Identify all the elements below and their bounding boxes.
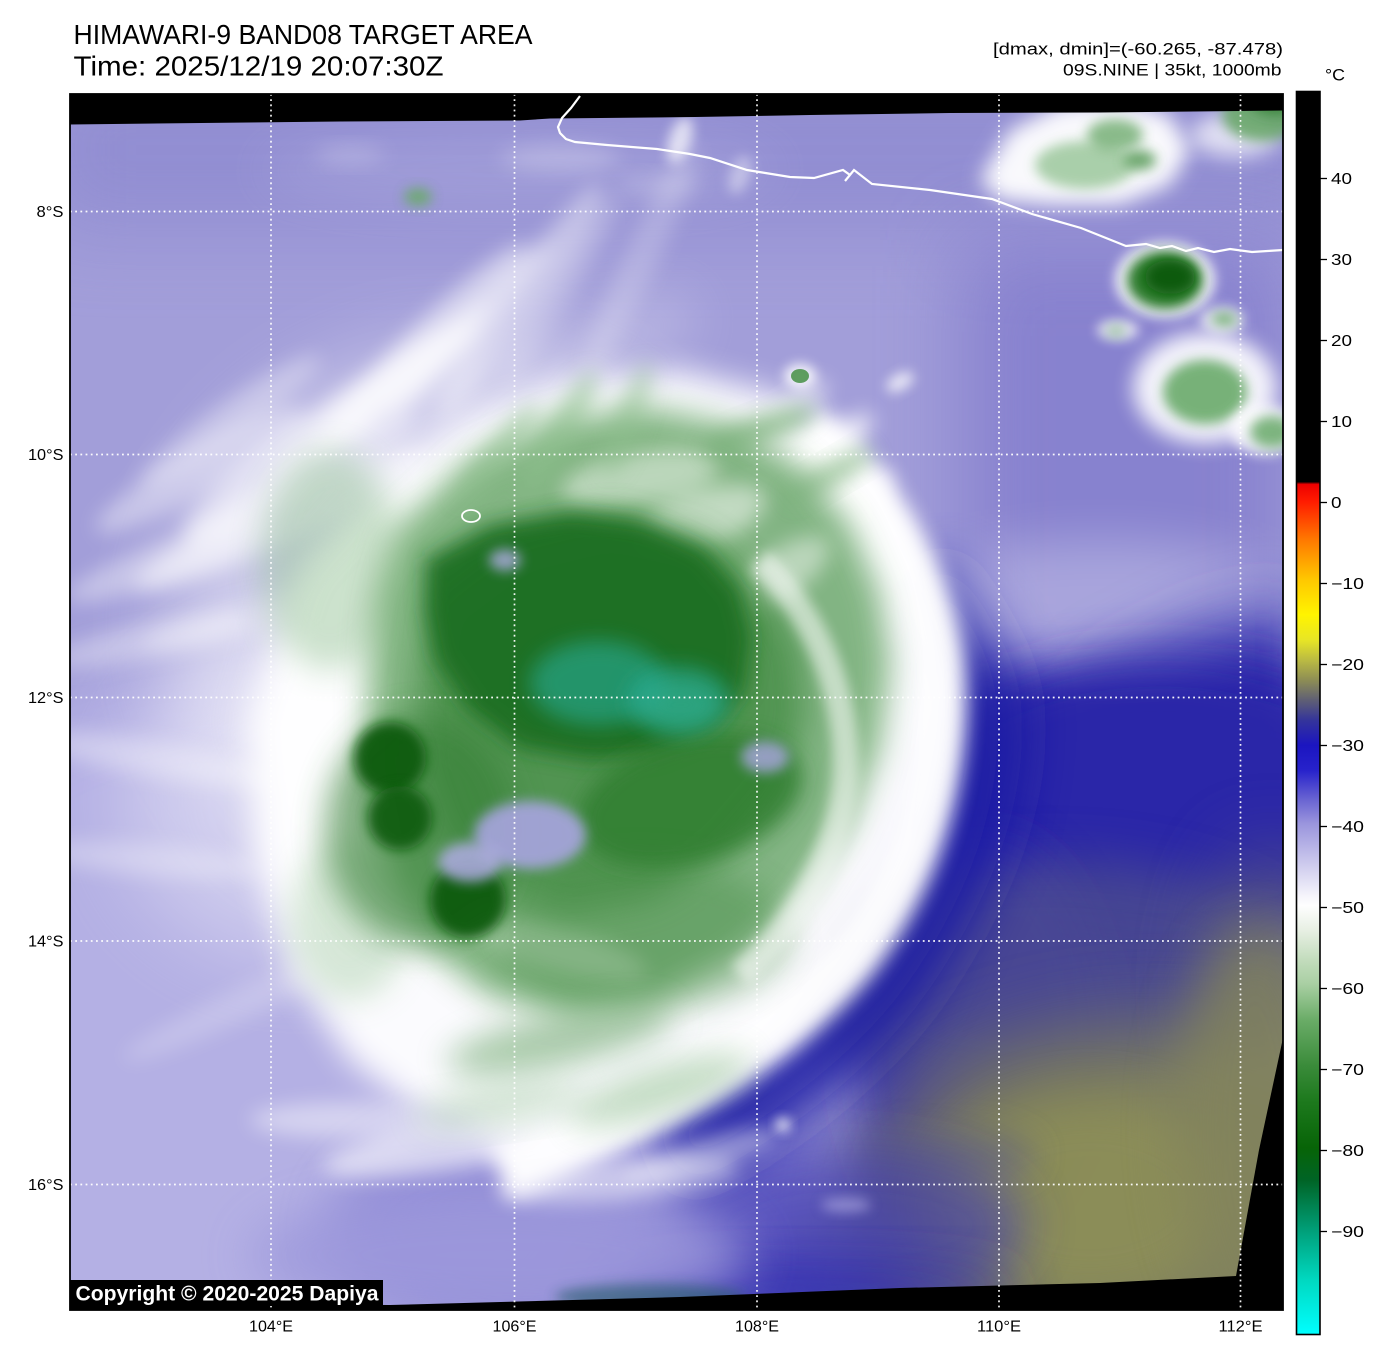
- svg-text:−70: −70: [1331, 1062, 1364, 1079]
- svg-text:40: 40: [1331, 171, 1352, 188]
- svg-text:20: 20: [1331, 333, 1352, 350]
- svg-text:16°S: 16°S: [28, 1177, 64, 1194]
- svg-text:−80: −80: [1331, 1143, 1364, 1160]
- svg-text:−50: −50: [1331, 900, 1364, 917]
- svg-text:−90: −90: [1331, 1224, 1364, 1241]
- svg-text:[dmax, dmin]=(-60.265, -87.478: [dmax, dmin]=(-60.265, -87.478): [993, 41, 1283, 59]
- svg-text:108°E: 108°E: [735, 1319, 779, 1336]
- svg-text:−20: −20: [1331, 657, 1364, 674]
- svg-text:10°S: 10°S: [28, 447, 64, 464]
- svg-text:−10: −10: [1331, 576, 1364, 593]
- svg-text:8°S: 8°S: [37, 204, 64, 221]
- svg-text:104°E: 104°E: [249, 1319, 293, 1336]
- svg-text:−40: −40: [1331, 819, 1364, 836]
- svg-text:10: 10: [1331, 414, 1352, 431]
- svg-text:112°E: 112°E: [1219, 1319, 1263, 1336]
- svg-text:12°S: 12°S: [28, 690, 64, 707]
- svg-text:30: 30: [1331, 252, 1352, 269]
- svg-text:°C: °C: [1325, 67, 1345, 85]
- svg-text:−30: −30: [1331, 738, 1364, 755]
- svg-text:Copyright © 2020-2025 Dapiya: Copyright © 2020-2025 Dapiya: [76, 1283, 379, 1306]
- svg-text:Time: 2025/12/19 20:07:30Z: Time: 2025/12/19 20:07:30Z: [74, 50, 444, 81]
- svg-text:0: 0: [1331, 495, 1342, 512]
- svg-text:106°E: 106°E: [493, 1319, 537, 1336]
- svg-text:09S.NINE | 35kt, 1000mb: 09S.NINE | 35kt, 1000mb: [1063, 61, 1282, 79]
- svg-text:14°S: 14°S: [28, 934, 64, 951]
- svg-text:HIMAWARI-9 BAND08 TARGET AREA: HIMAWARI-9 BAND08 TARGET AREA: [74, 19, 533, 50]
- svg-text:110°E: 110°E: [977, 1319, 1021, 1336]
- svg-text:−60: −60: [1331, 981, 1364, 998]
